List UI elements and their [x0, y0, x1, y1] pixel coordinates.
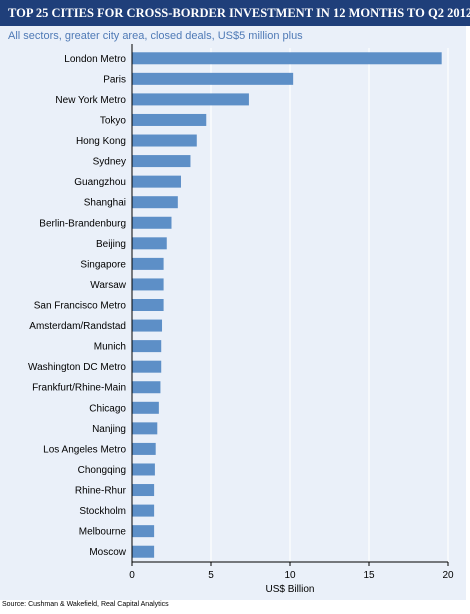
category-label-0: London Metro: [64, 54, 126, 65]
x-tick-label-3: 15: [363, 570, 375, 581]
category-label-13: Amsterdam/Randstad: [29, 321, 126, 332]
category-label-7: Shanghai: [84, 198, 126, 209]
bar-19: [132, 442, 156, 455]
category-label-18: Nanjing: [92, 424, 126, 435]
chart-panel: [0, 26, 466, 600]
bar-4: [132, 134, 197, 147]
category-label-14: Munich: [94, 342, 126, 353]
bar-8: [132, 216, 172, 229]
bar-0: [132, 52, 442, 65]
bar-2: [132, 93, 249, 106]
x-tick-label-0: 0: [129, 570, 135, 581]
category-label-16: Frankfurt/Rhine-Main: [32, 383, 126, 394]
category-label-4: Hong Kong: [76, 136, 126, 147]
bar-5: [132, 155, 191, 168]
bar-13: [132, 319, 163, 332]
bar-6: [132, 175, 181, 188]
bar-11: [132, 278, 164, 291]
category-label-17: Chicago: [89, 403, 126, 414]
bar-22: [132, 504, 155, 517]
bar-14: [132, 340, 162, 353]
chart-subtitle: All sectors, greater city area, closed d…: [8, 30, 303, 42]
bar-20: [132, 463, 155, 476]
category-label-8: Berlin-Brandenburg: [39, 218, 126, 229]
bar-24: [132, 545, 155, 558]
category-label-21: Rhine-Rhur: [75, 486, 127, 497]
x-tick-label-4: 20: [442, 570, 454, 581]
bar-1: [132, 72, 294, 85]
x-tick-label-2: 10: [284, 570, 296, 581]
category-label-12: San Francisco Metro: [34, 301, 127, 312]
source-note: Source: Cushman & Wakefield, Real Capita…: [2, 601, 169, 608]
chart-title: TOP 25 CITIES FOR CROSS-BORDER INVESTMEN…: [0, 0, 470, 26]
category-label-9: Beijing: [96, 239, 126, 250]
bar-17: [132, 401, 159, 414]
category-label-5: Sydney: [93, 157, 126, 168]
x-axis-title: US$ Billion: [266, 584, 315, 595]
category-label-11: Warsaw: [90, 280, 127, 291]
bar-16: [132, 381, 161, 394]
category-label-20: Chongqing: [78, 465, 126, 476]
bar-23: [132, 525, 155, 538]
category-label-23: Melbourne: [79, 527, 127, 538]
category-label-22: Stockholm: [79, 506, 126, 517]
category-label-2: New York Metro: [55, 95, 126, 106]
x-tick-label-1: 5: [208, 570, 214, 581]
category-label-15: Washington DC Metro: [28, 362, 126, 373]
category-label-3: Tokyo: [100, 115, 127, 126]
category-label-10: Singapore: [80, 259, 126, 270]
category-label-19: Los Angeles Metro: [43, 444, 126, 455]
category-label-6: Guangzhou: [74, 177, 126, 188]
category-label-24: Moscow: [89, 547, 126, 558]
bar-21: [132, 484, 155, 497]
bar-9: [132, 237, 167, 250]
category-label-1: Paris: [103, 74, 126, 85]
bar-12: [132, 299, 164, 311]
bar-10: [132, 257, 164, 270]
bar-3: [132, 113, 207, 126]
bar-15: [132, 360, 162, 373]
bar-18: [132, 422, 158, 435]
bar-7: [132, 196, 178, 209]
